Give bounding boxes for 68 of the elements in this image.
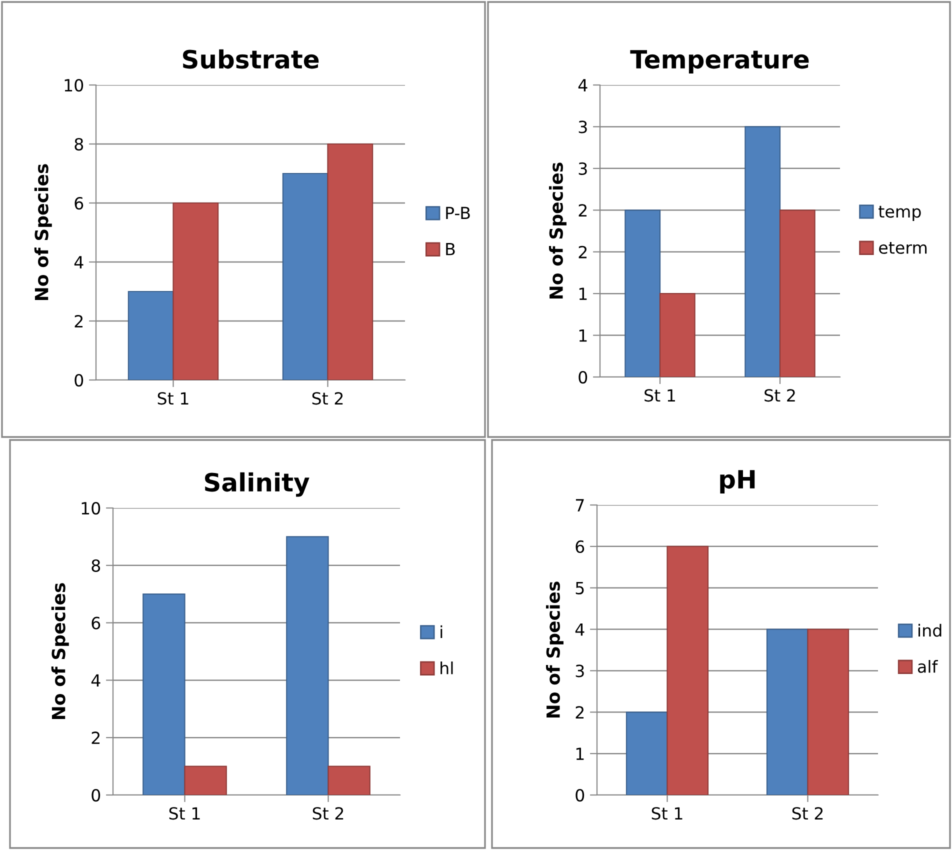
legend-label: ind bbox=[918, 624, 942, 637]
y-axis-title: No of Species bbox=[549, 162, 566, 299]
y-tick-label: 1 bbox=[579, 288, 587, 300]
y-tick-label: 4 bbox=[575, 623, 584, 636]
bar bbox=[282, 172, 328, 380]
y-tick-label: 6 bbox=[92, 616, 100, 630]
bar bbox=[807, 628, 850, 795]
y-tick-label: 3 bbox=[576, 664, 584, 678]
x-tick-label: St 1 bbox=[169, 807, 200, 820]
y-tick-label: 0 bbox=[74, 374, 84, 387]
bar bbox=[328, 766, 370, 795]
legend-label: i bbox=[440, 625, 442, 638]
bar bbox=[779, 210, 816, 377]
x-tick-label: St 1 bbox=[158, 392, 188, 405]
y-tick-label: 0 bbox=[92, 788, 100, 802]
chart-title: Temperature bbox=[630, 50, 809, 74]
bar bbox=[142, 594, 186, 795]
y-tick-label: 7 bbox=[576, 499, 584, 512]
y-tick-label: 6 bbox=[74, 196, 84, 210]
y-tick-label: 5 bbox=[576, 582, 584, 594]
y-tick-label: 4 bbox=[91, 674, 100, 687]
bar bbox=[327, 143, 374, 380]
y-axis-title: No of Species bbox=[546, 582, 564, 718]
y-tick-label: 1 bbox=[576, 748, 584, 760]
bar bbox=[744, 126, 781, 377]
y-tick-label: 2 bbox=[578, 204, 587, 216]
y-tick-label: 2 bbox=[578, 246, 587, 258]
bar bbox=[766, 628, 808, 795]
bar bbox=[128, 290, 174, 380]
x-tick-label: St 2 bbox=[764, 389, 795, 402]
y-tick-label: 10 bbox=[64, 78, 84, 92]
x-tick-label: St 2 bbox=[312, 392, 343, 405]
x-tick-label: St 2 bbox=[792, 807, 823, 820]
y-tick-label: 8 bbox=[74, 138, 84, 151]
chart-title: Salinity bbox=[204, 472, 310, 497]
y-tick-label: 4 bbox=[74, 256, 84, 268]
bar bbox=[172, 202, 219, 380]
legend-label: eterm bbox=[879, 242, 927, 254]
y-axis-title: No of Species bbox=[51, 583, 69, 720]
legend-label: hl bbox=[440, 662, 453, 674]
y-tick-label: 0 bbox=[578, 370, 588, 384]
y-tick-label: 6 bbox=[576, 540, 584, 553]
y-tick-label: 10 bbox=[82, 502, 100, 515]
x-tick-label: St 1 bbox=[652, 807, 682, 820]
bar bbox=[659, 293, 696, 377]
legend-label: P-B bbox=[446, 206, 470, 220]
y-tick-label: 2 bbox=[576, 706, 584, 718]
x-tick-label: St 1 bbox=[644, 389, 675, 402]
x-tick-label: St 2 bbox=[312, 807, 344, 820]
y-axis-title: No of Species bbox=[34, 164, 52, 300]
y-tick-label: 2 bbox=[74, 314, 83, 328]
bar bbox=[184, 766, 227, 795]
chart-title: pH bbox=[720, 470, 755, 494]
y-tick-label: 4 bbox=[578, 79, 588, 92]
y-tick-label: 1 bbox=[579, 329, 587, 342]
y-tick-label: 3 bbox=[578, 120, 587, 134]
bar bbox=[626, 712, 668, 795]
y-tick-label: 2 bbox=[92, 732, 100, 744]
y-tick-label: 8 bbox=[92, 559, 100, 572]
y-tick-label: 3 bbox=[578, 162, 587, 175]
legend-label: temp bbox=[878, 206, 921, 221]
y-tick-label: 0 bbox=[576, 788, 584, 802]
chart-title: Substrate bbox=[182, 49, 319, 69]
legend-label: alf bbox=[918, 660, 938, 673]
legend-label: B bbox=[446, 243, 455, 256]
bar bbox=[286, 536, 329, 795]
bar bbox=[624, 210, 661, 377]
bar bbox=[666, 546, 709, 795]
